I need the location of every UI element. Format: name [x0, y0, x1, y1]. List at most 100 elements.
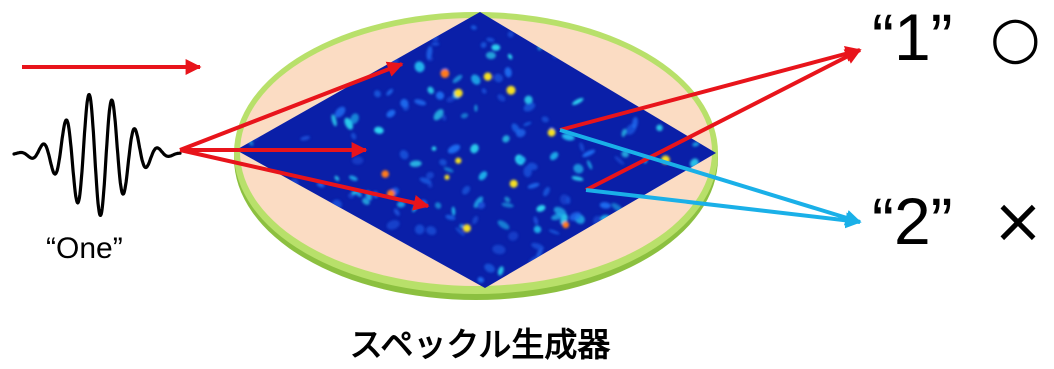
- output-1-label: “1”: [872, 0, 953, 74]
- speckle-spot: [241, 258, 251, 270]
- speckle-hotspot: [381, 170, 390, 178]
- speckle-spot: [670, 259, 678, 266]
- speckle-spot: [492, 244, 506, 255]
- speckle-spot: [249, 42, 260, 55]
- speckle-spot: [402, 103, 410, 111]
- speckle-spot: [393, 208, 400, 216]
- speckle-spot: [434, 202, 442, 209]
- speckle-spot: [352, 156, 364, 165]
- output-arrow-1b: [585, 48, 862, 192]
- speckle-spot: [573, 163, 584, 174]
- speckle-spot: [419, 177, 432, 185]
- speckle-spot: [350, 132, 357, 140]
- speckle-spot: [645, 12, 656, 17]
- speckle-spot: [691, 35, 699, 43]
- speckle-spot: [635, 31, 644, 40]
- speckle-spot: [486, 37, 495, 43]
- speckle-spot: [334, 175, 340, 181]
- speckle-spot: [414, 61, 425, 73]
- speckle-spot: [399, 150, 409, 160]
- speckle-hotspot: [509, 179, 518, 188]
- speckle-spot: [446, 96, 455, 103]
- speckle-spot: [443, 167, 454, 173]
- wrong-cross-icon: ×: [992, 184, 1044, 257]
- speckle-hotspot: [440, 69, 450, 78]
- speckle-hotspot: [562, 221, 570, 229]
- speckle-spot: [572, 98, 584, 105]
- speckle-spot: [656, 124, 663, 132]
- speckle-spot: [334, 106, 346, 118]
- speckle-spot: [462, 185, 471, 195]
- speckle-spot: [582, 149, 596, 158]
- speckle-spot: [459, 224, 464, 229]
- speckle-spot: [551, 213, 564, 221]
- speckle-spot: [559, 194, 569, 205]
- correct-circle-icon: ○: [990, 3, 1041, 71]
- speckle-spot: [533, 225, 542, 234]
- speckle-spot: [619, 12, 630, 17]
- speckle-spot: [599, 202, 611, 209]
- speckle-hotspot: [547, 128, 556, 137]
- speckle-spot: [300, 135, 311, 141]
- output-2-label: “2”: [872, 184, 953, 258]
- speckle-spot: [374, 126, 384, 134]
- speckle-spot: [502, 135, 510, 143]
- speckle-spot: [533, 216, 539, 225]
- speckle-hotspot: [454, 88, 463, 98]
- speckle-spot: [331, 114, 337, 127]
- speckle-spot: [350, 113, 359, 124]
- speckle-spot: [472, 215, 479, 225]
- speckle-spot: [710, 19, 716, 25]
- speckle-spot: [238, 231, 249, 241]
- speckle-spot: [504, 196, 511, 203]
- speckle-spot: [480, 41, 487, 49]
- speckle-spot: [614, 155, 625, 166]
- speckle-spot: [431, 146, 437, 151]
- speckle-spot: [692, 141, 700, 147]
- speckle-spot: [543, 186, 550, 197]
- speckle-spot: [548, 229, 560, 235]
- output-arrow-2a: [559, 128, 862, 226]
- speckle-spot: [677, 283, 688, 288]
- speckle-spot: [507, 31, 514, 38]
- speckle-spot: [240, 43, 250, 51]
- speckle-spot: [477, 277, 485, 283]
- speckle-spot: [655, 259, 667, 266]
- speckle-spot: [660, 43, 669, 51]
- speckle-spot: [427, 86, 434, 94]
- speckle-spot: [470, 25, 477, 30]
- speckle-spot: [414, 99, 427, 106]
- speckle-spot: [524, 95, 533, 105]
- speckle-spot: [426, 171, 434, 179]
- speckle-spot: [571, 176, 584, 181]
- speckle-spot: [386, 219, 400, 230]
- speckle-spot: [447, 144, 461, 154]
- speckle-spot: [452, 74, 463, 83]
- speckle-spot: [553, 206, 567, 217]
- speckle-spot: [237, 230, 246, 240]
- speckle-spot: [706, 237, 715, 245]
- scatter-arrow-3: [179, 148, 430, 211]
- speckle-spot: [236, 263, 239, 270]
- speckle-hotspot: [483, 72, 492, 81]
- speckle-spot: [497, 266, 504, 276]
- speckle-spot: [481, 88, 487, 94]
- speckle-spot: [285, 275, 298, 287]
- speckle-spot: [569, 211, 582, 221]
- speckle-spot: [445, 214, 456, 221]
- speckle-spot: [442, 114, 447, 121]
- output-arrow-2b: [585, 188, 862, 229]
- speckle-spot: [549, 151, 559, 161]
- speckle-spot: [248, 32, 252, 38]
- speckle-spot: [517, 156, 526, 164]
- speckle-spot: [265, 59, 276, 65]
- speckle-spot: [651, 44, 660, 53]
- speckle-spot: [478, 171, 488, 181]
- speckle-spot: [504, 67, 512, 78]
- speckle-spot: [586, 160, 593, 170]
- speckle-spot: [426, 45, 433, 60]
- speckle-spot: [605, 24, 617, 35]
- speckle-hotspot: [506, 85, 516, 95]
